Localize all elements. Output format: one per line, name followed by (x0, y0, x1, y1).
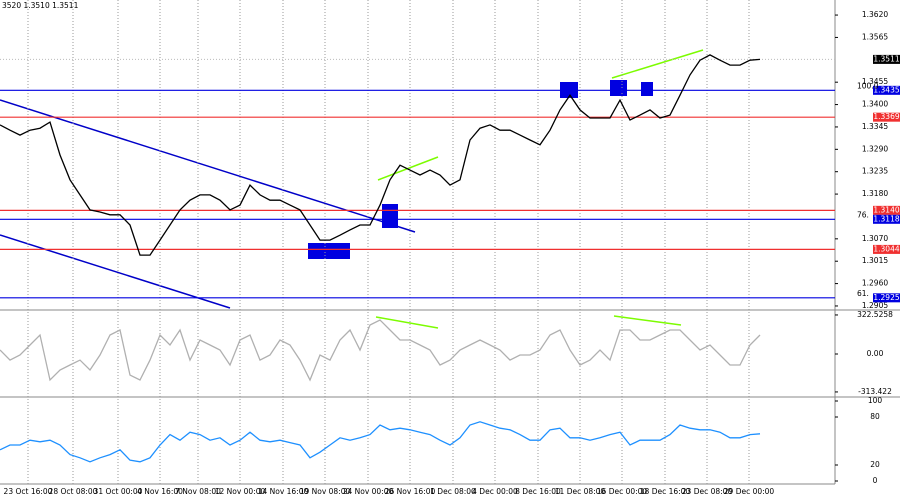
series-line (0, 319, 761, 382)
x-tick-label: 8 Dec 16:00 (515, 487, 561, 496)
series-line (0, 421, 761, 463)
y-tick-label: 322.5258 (857, 310, 893, 319)
y-tick-label: -313.422 (858, 387, 892, 396)
level-label: 1.3140 (873, 205, 899, 214)
y-tick-label: 1.3455 (862, 77, 888, 86)
y-tick-label: 1.2905 (862, 301, 888, 310)
level-label: 1.3369 (873, 112, 899, 121)
x-tick-label: 19 Nov 08:00 (300, 487, 351, 496)
y-tick-label: 20 (870, 460, 880, 469)
level-label: 1.3044 (873, 244, 899, 253)
trend-line (0, 234, 231, 309)
x-tick-label: 26 Nov 16:00 (385, 487, 436, 496)
x-tick-label: 18 Dec 16:00 (640, 487, 691, 496)
x-tick-label: 14 Nov 16:00 (258, 487, 309, 496)
divergence-line (611, 49, 704, 79)
level-box (873, 214, 900, 224)
last-price-label: 1.3511 (873, 54, 899, 63)
x-tick-label: 11 Dec 08:00 (555, 487, 606, 496)
y-tick-label: 1.3345 (862, 122, 888, 131)
y-tick-label: 1.3180 (862, 189, 888, 198)
level-box (873, 112, 900, 122)
y-tick-label: 1.3620 (862, 10, 888, 19)
divergence-line (613, 315, 682, 326)
level-label: 1.3118 (873, 214, 899, 223)
x-tick-label: 7 Nov 08:00 (175, 487, 221, 496)
y-tick-label: 1.3235 (862, 167, 888, 176)
level-box (873, 244, 900, 254)
y-tick-label: 100 (868, 396, 883, 405)
x-tick-label: 16 Dec 00:00 (597, 487, 648, 496)
level-box (873, 85, 900, 95)
marker-box (610, 80, 627, 96)
x-tick-label: 23 Dec 08:00 (682, 487, 733, 496)
x-tick-label: 28 Oct 08:00 (49, 487, 98, 496)
marker-box (641, 82, 653, 96)
last-price-box (873, 54, 900, 64)
y-tick-label: 1.3565 (862, 32, 888, 41)
level-label: 1.2925 (873, 293, 899, 302)
y-tick-label: 1.3070 (862, 234, 888, 243)
fib-label: 76. (857, 210, 869, 219)
level-box (873, 293, 900, 303)
marker-box (382, 204, 398, 228)
fib-label: 61. (857, 289, 869, 298)
x-tick-label: 1 Dec 08:00 (430, 487, 476, 496)
fib-label: 100.0 (857, 81, 879, 90)
x-tick-label: 12 Nov 00:00 (215, 487, 266, 496)
level-box (873, 205, 900, 215)
y-tick-label: 0.00 (867, 349, 884, 358)
y-tick-label: 1.3400 (862, 100, 888, 109)
y-tick-label: 80 (870, 412, 880, 421)
x-tick-label: 4 Nov 16:00 (137, 487, 183, 496)
y-tick-label: 1.2960 (862, 279, 888, 288)
x-tick-label: 4 Dec 00:00 (472, 487, 518, 496)
level-label: 1.3435 (873, 85, 899, 94)
y-tick-label: 1.3015 (862, 256, 888, 265)
x-tick-label: 31 Oct 00:00 (94, 487, 143, 496)
marker-box (308, 243, 350, 259)
y-tick-label: 0 (873, 476, 878, 485)
quote-header: 3520 1.3510 1.3511 (2, 1, 79, 10)
series-line (0, 54, 761, 256)
y-tick-label: 1.3290 (862, 144, 888, 153)
divergence-line (375, 316, 439, 329)
x-tick-label: 24 Nov 00:00 (343, 487, 394, 496)
x-tick-label: 23 Oct 16:00 (4, 487, 53, 496)
x-tick-label: 29 Dec 00:00 (724, 487, 775, 496)
